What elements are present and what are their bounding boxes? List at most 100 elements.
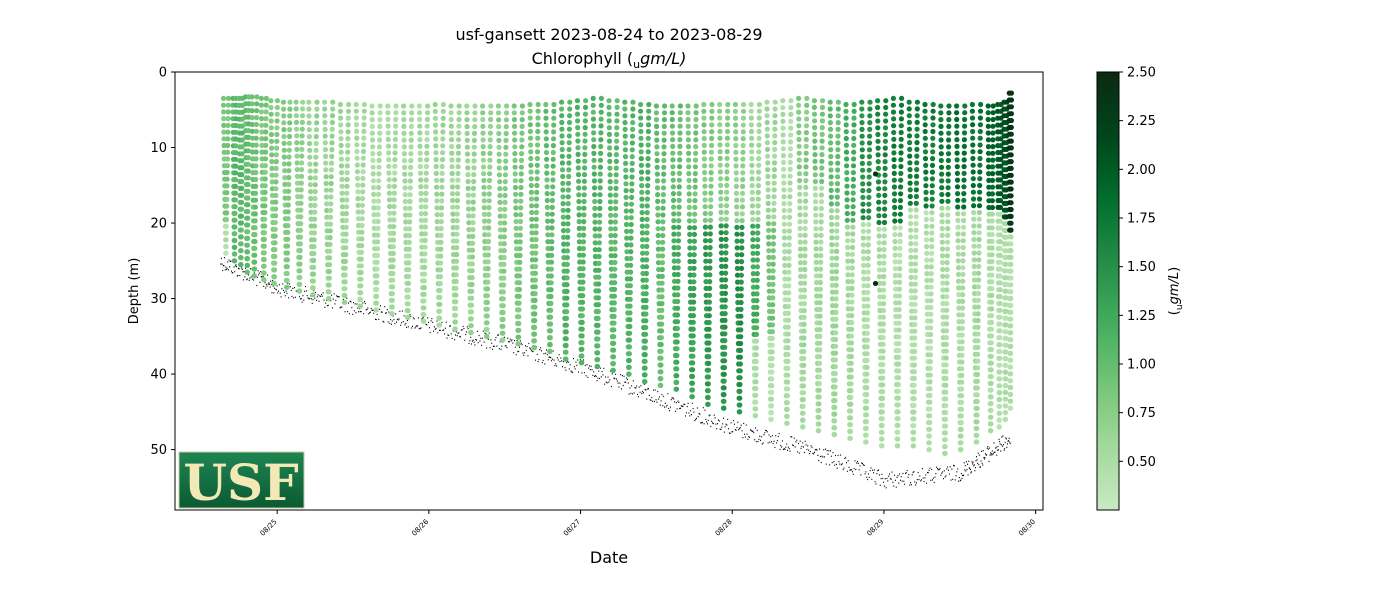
chlorophyll-point bbox=[421, 285, 427, 291]
chlorophyll-point bbox=[518, 184, 524, 191]
chlorophyll-point bbox=[882, 145, 888, 151]
chlorophyll-point bbox=[771, 221, 777, 227]
chlorophyll-point bbox=[274, 125, 280, 131]
chlorophyll-point bbox=[939, 239, 945, 245]
chlorophyll-point bbox=[642, 358, 648, 364]
bottom-depth-point bbox=[968, 467, 970, 469]
bottom-depth-point bbox=[449, 325, 451, 327]
bottom-depth-point bbox=[338, 296, 340, 298]
chlorophyll-point bbox=[674, 346, 680, 352]
chlorophyll-point bbox=[607, 199, 614, 205]
bottom-depth-point bbox=[960, 472, 962, 475]
chlorophyll-point bbox=[860, 194, 866, 200]
chlorophyll-point bbox=[959, 393, 965, 399]
chlorophyll-point bbox=[606, 104, 612, 110]
chlorophyll-point bbox=[686, 157, 692, 163]
bottom-depth-point bbox=[929, 467, 931, 469]
chlorophyll-point bbox=[423, 190, 429, 196]
bottom-depth-point bbox=[675, 402, 677, 404]
chlorophyll-point bbox=[307, 175, 313, 181]
chlorophyll-point bbox=[500, 337, 506, 343]
bottom-depth-point bbox=[337, 295, 339, 298]
bottom-depth-point bbox=[683, 403, 685, 405]
chlorophyll-point bbox=[454, 251, 460, 258]
chlorophyll-point bbox=[701, 129, 707, 135]
chlorophyll-point bbox=[770, 275, 776, 281]
bottom-depth-point bbox=[529, 348, 531, 350]
bottom-depth-point bbox=[752, 430, 754, 432]
chlorophyll-point bbox=[860, 188, 866, 194]
chlorophyll-point bbox=[423, 204, 429, 210]
chlorophyll-point bbox=[360, 155, 366, 161]
chlorophyll-point bbox=[606, 98, 612, 104]
chlorophyll-point bbox=[940, 307, 946, 313]
chlorophyll-point bbox=[225, 129, 231, 135]
chlorophyll-point bbox=[970, 149, 976, 155]
chlorophyll-point bbox=[703, 258, 709, 264]
chlorophyll-point bbox=[686, 184, 692, 190]
bottom-depth-point bbox=[450, 333, 452, 335]
bottom-depth-point bbox=[959, 480, 961, 482]
chlorophyll-point bbox=[969, 101, 976, 108]
chlorophyll-point bbox=[455, 184, 461, 190]
chlorophyll-point bbox=[817, 313, 823, 319]
bottom-trace bbox=[220, 257, 1011, 489]
chlorophyll-point bbox=[480, 123, 486, 129]
chlorophyll-point bbox=[551, 108, 557, 114]
chlorophyll-point bbox=[907, 187, 913, 193]
bottom-depth-point bbox=[993, 442, 995, 444]
chlorophyll-point bbox=[261, 230, 268, 236]
bottom-depth-point bbox=[765, 429, 767, 432]
chlorophyll-point bbox=[670, 184, 676, 190]
chlorophyll-point bbox=[724, 189, 730, 195]
bottom-depth-point bbox=[292, 287, 294, 290]
chlorophyll-point bbox=[502, 220, 508, 226]
chlorophyll-point bbox=[550, 184, 556, 190]
bottom-depth-point bbox=[832, 452, 834, 454]
chlorophyll-point bbox=[962, 116, 968, 123]
chlorophyll-point bbox=[754, 304, 760, 310]
bottom-depth-point bbox=[771, 435, 773, 437]
chlorophyll-point bbox=[733, 183, 740, 189]
chlorophyll-point bbox=[929, 162, 936, 168]
chlorophyll-point bbox=[550, 177, 556, 183]
chlorophyll-point bbox=[515, 341, 522, 347]
bottom-depth-point bbox=[741, 430, 743, 432]
chlorophyll-point bbox=[614, 111, 620, 117]
bottom-depth-point bbox=[236, 265, 238, 268]
chlorophyll-point bbox=[928, 318, 934, 324]
bottom-depth-point bbox=[789, 450, 791, 452]
bottom-depth-point bbox=[791, 436, 793, 438]
chlorophyll-point bbox=[329, 140, 335, 146]
bottom-depth-point bbox=[586, 364, 588, 366]
bottom-depth-point bbox=[525, 349, 527, 352]
chlorophyll-point bbox=[284, 250, 291, 256]
chlorophyll-point bbox=[269, 152, 275, 158]
chlorophyll-point bbox=[844, 204, 850, 210]
chlorophyll-point bbox=[517, 259, 523, 265]
chlorophyll-point bbox=[387, 203, 393, 210]
chlorophyll-point bbox=[724, 169, 730, 175]
chlorophyll-point bbox=[500, 316, 506, 322]
bottom-depth-point bbox=[984, 456, 986, 459]
chlorophyll-point bbox=[771, 160, 778, 166]
bottom-depth-point bbox=[441, 321, 443, 323]
chlorophyll-point bbox=[890, 109, 897, 115]
chlorophyll-point bbox=[627, 276, 634, 282]
chlorophyll-point bbox=[722, 304, 728, 310]
chlorophyll-point bbox=[708, 156, 714, 162]
chlorophyll-point bbox=[314, 99, 320, 105]
bottom-depth-point bbox=[732, 431, 734, 433]
chlorophyll-point bbox=[433, 136, 439, 142]
bottom-depth-point bbox=[468, 342, 470, 345]
chlorophyll-point bbox=[608, 259, 614, 266]
chlorophyll-point bbox=[376, 164, 382, 170]
bottom-depth-point bbox=[401, 310, 403, 312]
chlorophyll-point bbox=[613, 199, 619, 205]
bottom-depth-point bbox=[227, 269, 229, 271]
chlorophyll-point bbox=[312, 175, 318, 181]
chlorophyll-point bbox=[409, 110, 415, 116]
chlorophyll-point bbox=[282, 168, 288, 174]
chlorophyll-point bbox=[294, 160, 300, 166]
chlorophyll-point bbox=[370, 171, 376, 177]
